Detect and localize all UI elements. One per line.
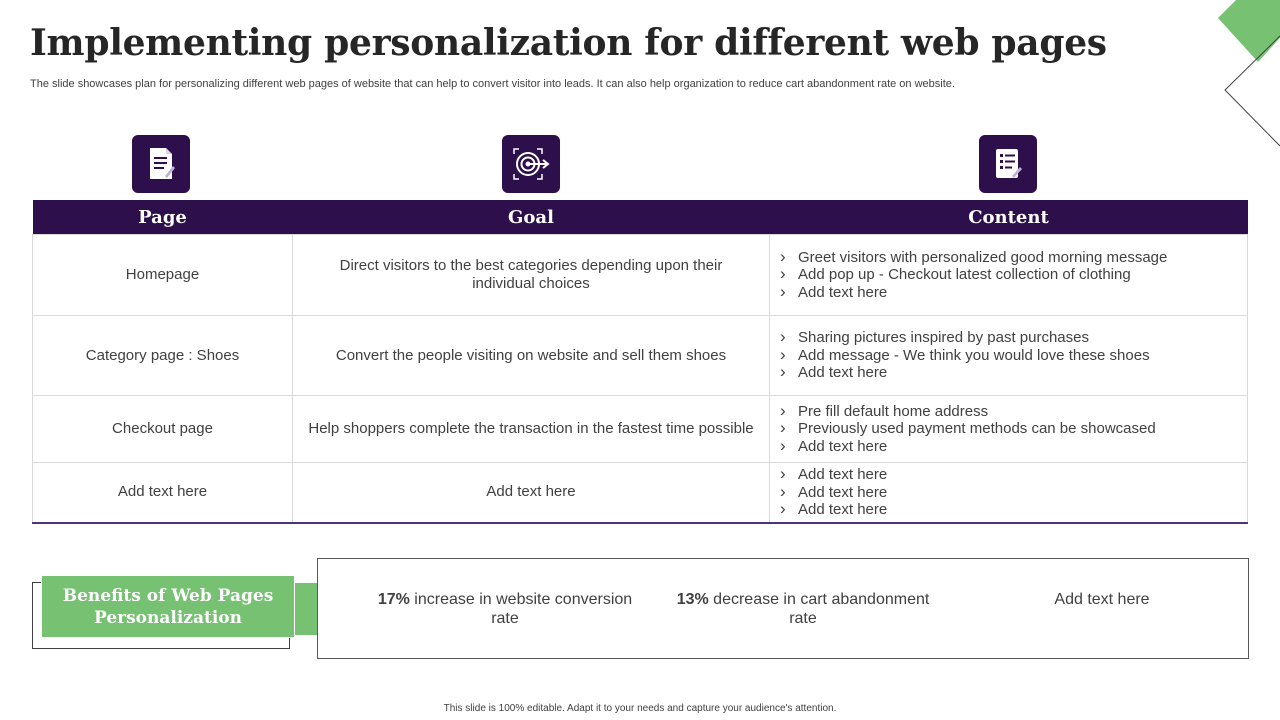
content-bullet: Add pop up - Checkout latest collection … (778, 265, 1239, 284)
table-row: Checkout page Help shoppers complete the… (32, 395, 1248, 463)
page-cell: Homepage (32, 234, 293, 316)
content-bullet-list: Add text here Add text here Add text her… (778, 465, 1239, 519)
table-row: Add text here Add text here Add text her… (32, 462, 1248, 524)
benefit-stat: 13% decrease in cart abandonment rate (673, 590, 933, 628)
benefit-stat-text: decrease in cart abandonment rate (708, 591, 930, 627)
content-bullet: Add text here (778, 363, 1239, 382)
checklist-icon (996, 149, 1022, 178)
goal-cell: Add text here (292, 462, 770, 524)
benefit-stat-text: increase in website conversion rate (409, 591, 633, 627)
goal-column-icon-box (502, 135, 560, 193)
benefits-box: 17% increase in website conversion rate … (317, 558, 1249, 659)
outline-corner-shape (1224, 35, 1280, 147)
page-subtitle: The slide showcases plan for personalizi… (30, 78, 955, 90)
goal-cell: Convert the people visiting on website a… (292, 315, 770, 396)
green-corner-shape (1218, 0, 1280, 62)
benefits-label: Benefits of Web Pages Personalization (41, 575, 295, 638)
goal-cell: Help shoppers complete the transaction i… (292, 395, 770, 463)
header-page: Page (32, 200, 293, 235)
content-bullet: Previously used payment methods can be s… (778, 419, 1239, 438)
page-column-icon-box (132, 135, 190, 193)
content-cell: Pre fill default home address Previously… (769, 395, 1248, 463)
content-cell: Greet visitors with personalized good mo… (769, 234, 1248, 316)
page-cell: Add text here (32, 462, 293, 524)
content-bullet-list: Pre fill default home address Previously… (778, 402, 1239, 456)
table-header-row: Page Goal Content (32, 200, 1248, 235)
benefit-stat: Add text here (972, 590, 1232, 609)
page-cell: Checkout page (32, 395, 293, 463)
content-bullet: Sharing pictures inspired by past purcha… (778, 328, 1239, 347)
content-cell: Add text here Add text here Add text her… (769, 462, 1248, 524)
slide-footer: This slide is 100% editable. Adapt it to… (443, 703, 837, 714)
content-bullet: Greet visitors with personalized good mo… (778, 248, 1239, 267)
personalization-table: Page Goal Content Homepage Direct visito… (32, 200, 1248, 524)
target-icon (513, 148, 550, 180)
page-cell: Category page : Shoes (32, 315, 293, 396)
header-goal: Goal (292, 200, 770, 235)
goal-cell: Direct visitors to the best categories d… (292, 234, 770, 316)
benefit-stat-value: 13% (676, 591, 709, 608)
content-bullet-list: Sharing pictures inspired by past purcha… (778, 328, 1239, 382)
content-bullet: Add text here (778, 500, 1239, 519)
content-bullet: Add text here (778, 483, 1239, 502)
header-content: Content (769, 200, 1248, 235)
content-bullet: Add text here (778, 283, 1239, 302)
content-bullet: Add text here (778, 465, 1239, 484)
benefit-stat-value: 17% (377, 591, 410, 608)
table-row: Category page : Shoes Convert the people… (32, 315, 1248, 396)
benefit-stat: 17% increase in website conversion rate (375, 590, 635, 628)
content-bullet: Add message - We think you would love th… (778, 346, 1239, 365)
document-icon (150, 148, 175, 179)
content-bullet: Add text here (778, 437, 1239, 456)
content-cell: Sharing pictures inspired by past purcha… (769, 315, 1248, 396)
content-bullet-list: Greet visitors with personalized good mo… (778, 248, 1239, 302)
content-bullet: Pre fill default home address (778, 402, 1239, 421)
page-title: Implementing personalization for differe… (30, 22, 1107, 64)
benefit-stat-text: Add text here (1054, 591, 1150, 608)
table-row: Homepage Direct visitors to the best cat… (32, 234, 1248, 316)
content-column-icon-box (979, 135, 1037, 193)
